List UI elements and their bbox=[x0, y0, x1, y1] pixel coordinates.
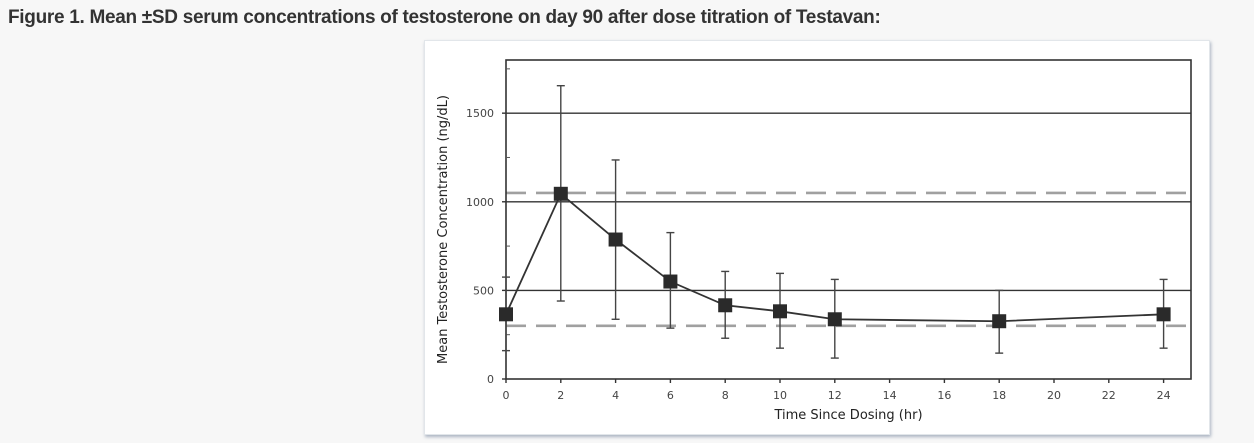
y-tick-label: 0 bbox=[487, 373, 494, 386]
x-tick-label: 12 bbox=[828, 389, 842, 402]
data-point bbox=[553, 186, 568, 201]
x-tick-label: 8 bbox=[722, 389, 729, 402]
x-tick-label: 20 bbox=[1047, 389, 1061, 402]
data-point bbox=[499, 307, 513, 322]
y-tick-label: 1500 bbox=[466, 107, 494, 120]
reference-lines bbox=[506, 191, 1191, 328]
x-tick-label: 14 bbox=[883, 389, 897, 402]
x-tick-label: 24 bbox=[1157, 389, 1171, 402]
y-tick-label: 500 bbox=[473, 284, 494, 297]
data-point bbox=[992, 314, 1007, 329]
x-axis-title: Time Since Dosing (hr) bbox=[773, 408, 922, 423]
x-tick-label: 16 bbox=[937, 389, 951, 402]
grid-layer bbox=[506, 112, 1191, 292]
data-markers bbox=[499, 186, 1171, 329]
x-axis: 0 2 4 6 8 10 12 14 16 18 20 22 24 bbox=[503, 379, 1171, 402]
x-tick-label: 18 bbox=[992, 389, 1006, 402]
data-point bbox=[773, 304, 787, 319]
y-tick-label: 1000 bbox=[466, 196, 494, 209]
x-tick-label: 22 bbox=[1102, 389, 1116, 402]
figure-caption: Figure 1. Mean ±SD serum concentrations … bbox=[8, 7, 881, 28]
x-tick-label: 10 bbox=[773, 389, 787, 402]
x-tick-label: 4 bbox=[612, 389, 619, 402]
chart-frame: 0 500 1000 1500 0 2 4 6 8 10 12 14 16 18 20 22 24 Time … bbox=[424, 40, 1210, 435]
x-tick-label: 0 bbox=[503, 389, 510, 402]
y-axis-title: Mean Testosterone Concentration (ng/dL) bbox=[436, 95, 451, 364]
data-point bbox=[608, 232, 623, 247]
data-point bbox=[718, 298, 733, 313]
x-tick-label: 6 bbox=[667, 389, 674, 402]
y-axis: 0 500 1000 1500 bbox=[466, 68, 510, 386]
data-point bbox=[827, 312, 842, 327]
x-tick-label: 2 bbox=[557, 389, 564, 402]
data-point bbox=[663, 274, 678, 289]
plot-border bbox=[505, 59, 1192, 380]
data-point bbox=[1156, 307, 1171, 322]
